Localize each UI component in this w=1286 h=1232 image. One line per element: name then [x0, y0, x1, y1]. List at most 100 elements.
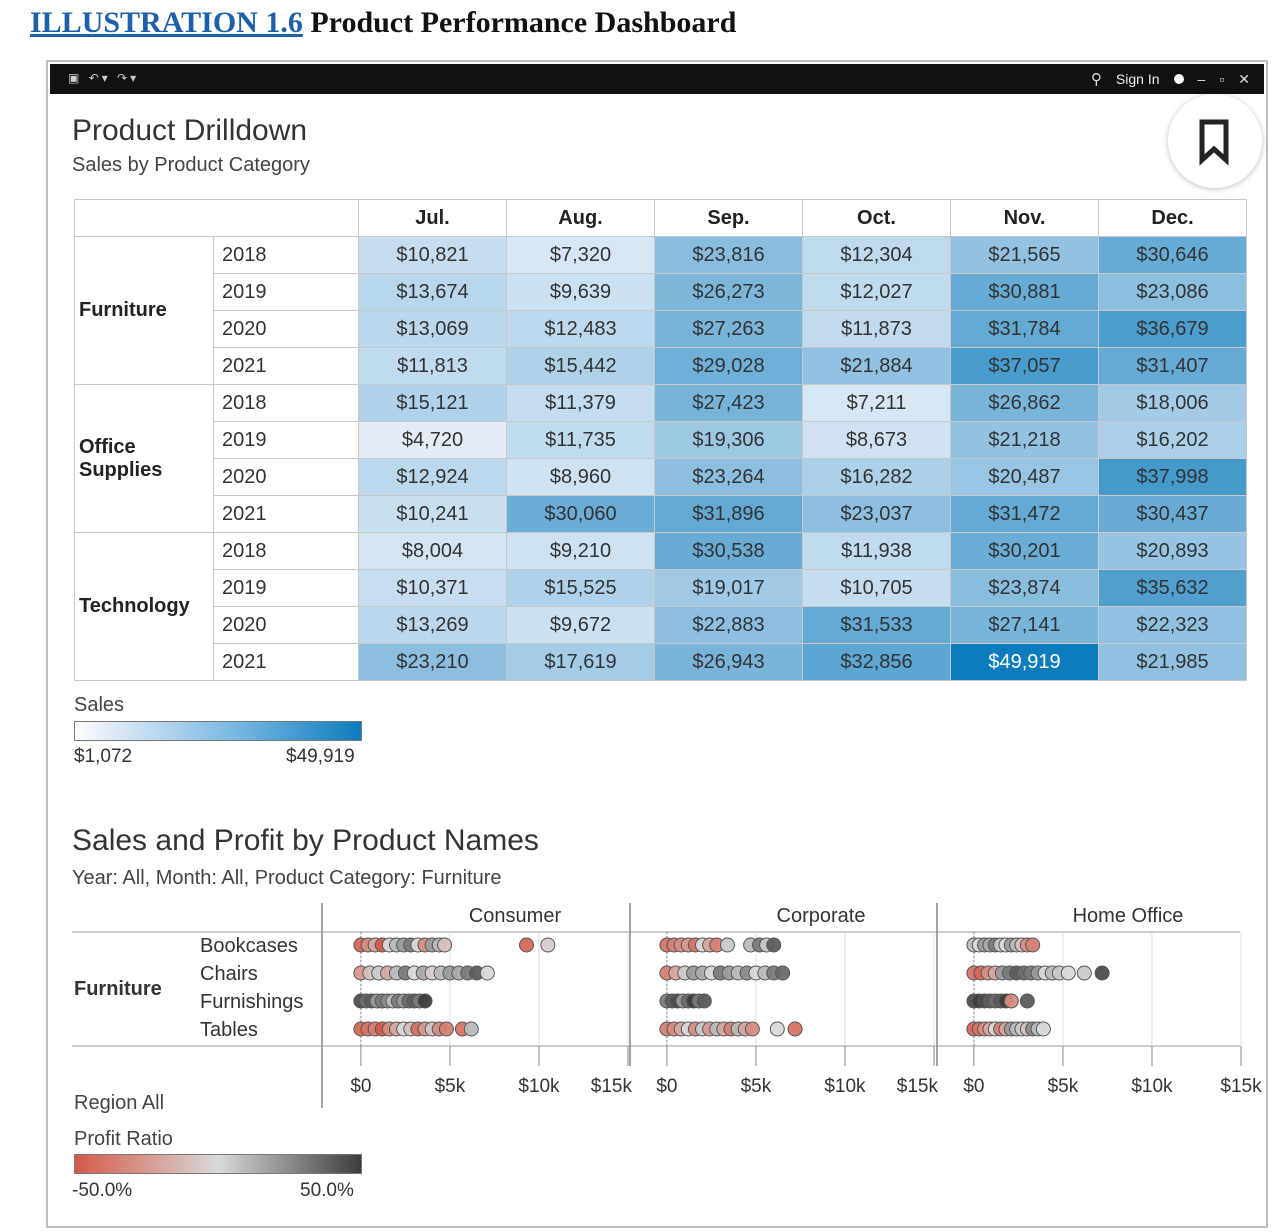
scatter-point[interactable]	[1060, 965, 1076, 981]
scatter-point[interactable]	[787, 1021, 803, 1037]
heatmap-cell[interactable]: $8,673	[802, 421, 951, 459]
heatmap-cell[interactable]: $13,069	[358, 310, 507, 348]
heatmap-cell[interactable]: $23,037	[802, 495, 951, 533]
profit-legend-max: 50.0%	[300, 1180, 354, 1201]
heatmap-cell[interactable]: $16,282	[802, 458, 951, 496]
scatter-point[interactable]	[438, 1021, 454, 1037]
heatmap-cell[interactable]: $30,060	[506, 495, 655, 533]
search-icon[interactable]: ⚲	[1090, 71, 1102, 88]
heatmap-cell[interactable]: $12,027	[802, 273, 951, 311]
heatmap-cell[interactable]: $27,263	[654, 310, 803, 348]
heatmap-cell[interactable]: $11,735	[506, 421, 655, 459]
heatmap-cell[interactable]: $21,985	[1098, 643, 1247, 681]
heatmap-cell[interactable]: $26,862	[950, 384, 1099, 422]
scatter-point[interactable]	[540, 937, 556, 953]
heatmap-cell[interactable]: $23,874	[950, 569, 1099, 607]
heatmap-cell[interactable]: $27,141	[950, 606, 1099, 644]
heatmap-cell[interactable]: $12,483	[506, 310, 655, 348]
heatmap-cell[interactable]: $31,896	[654, 495, 803, 533]
heatmap-cell[interactable]: $29,028	[654, 347, 803, 385]
heatmap-cell[interactable]: $23,264	[654, 458, 803, 496]
heatmap-cell[interactable]: $31,407	[1098, 347, 1247, 385]
heatmap-cell[interactable]: $21,218	[950, 421, 1099, 459]
bookmark-button[interactable]	[1168, 94, 1262, 188]
heatmap-cell[interactable]: $15,442	[506, 347, 655, 385]
month-header[interactable]: Aug.	[506, 199, 655, 237]
scatter-point[interactable]	[719, 937, 735, 953]
scatter-point[interactable]	[417, 993, 433, 1009]
close-button[interactable]: ✕	[1238, 70, 1250, 87]
heatmap-cell[interactable]: $26,273	[654, 273, 803, 311]
heatmap-cell[interactable]: $31,784	[950, 310, 1099, 348]
heatmap-cell[interactable]: $9,210	[506, 532, 655, 570]
heatmap-cell[interactable]: $26,943	[654, 643, 803, 681]
year-label: 2021	[213, 643, 359, 681]
heatmap-cell[interactable]: $15,121	[358, 384, 507, 422]
heatmap-cell[interactable]: $13,269	[358, 606, 507, 644]
redo-icon[interactable]: ↷▾	[117, 71, 140, 85]
heatmap-cell[interactable]: $31,533	[802, 606, 951, 644]
heatmap-cell[interactable]: $23,210	[358, 643, 507, 681]
heatmap-cell[interactable]: $30,437	[1098, 495, 1247, 533]
heatmap-cell[interactable]: $11,938	[802, 532, 951, 570]
scatter-point[interactable]	[1094, 965, 1110, 981]
heatmap-cell[interactable]: $17,619	[506, 643, 655, 681]
scatter-point[interactable]	[1035, 1021, 1051, 1037]
scatter-point[interactable]	[479, 965, 495, 981]
heatmap-cell[interactable]: $19,017	[654, 569, 803, 607]
heatmap-cell[interactable]: $30,201	[950, 532, 1099, 570]
heatmap-cell[interactable]: $16,202	[1098, 421, 1247, 459]
restore-button[interactable]: ▫	[1219, 71, 1225, 87]
heatmap-cell[interactable]: $20,893	[1098, 532, 1247, 570]
scatter-point[interactable]	[463, 1021, 479, 1037]
scatter-point[interactable]	[1003, 993, 1019, 1009]
scatter-point[interactable]	[1076, 965, 1092, 981]
heatmap-cell[interactable]: $7,320	[506, 236, 655, 274]
scatter-point[interactable]	[696, 993, 712, 1009]
heatmap-row: 2019 $10,371 $15,525 $19,017 $10,705 $23,874 $…	[75, 569, 1247, 607]
heatmap-cell[interactable]: $19,306	[654, 421, 803, 459]
heatmap-cell[interactable]: $13,674	[358, 273, 507, 311]
heatmap-cell[interactable]: $35,632	[1098, 569, 1247, 607]
heatmap-cell[interactable]: $20,487	[950, 458, 1099, 496]
minimize-button[interactable]: –	[1197, 71, 1206, 87]
heatmap-cell[interactable]: $37,998	[1098, 458, 1247, 496]
month-header[interactable]: Jul.	[358, 199, 507, 237]
heatmap-cell[interactable]: $10,821	[358, 236, 507, 274]
month-header[interactable]: Sep.	[654, 199, 803, 237]
heatmap-cell[interactable]: $11,379	[506, 384, 655, 422]
scatter-point[interactable]	[766, 937, 782, 953]
heatmap-cell[interactable]: $30,646	[1098, 236, 1247, 274]
save-icon[interactable]: ▣	[68, 71, 83, 85]
scatter-point[interactable]	[437, 937, 453, 953]
heatmap-cell[interactable]: $7,211	[802, 384, 951, 422]
heatmap-cell[interactable]: $23,086	[1098, 273, 1247, 311]
heatmap-cell[interactable]: $23,816	[654, 236, 803, 274]
heatmap-cell[interactable]: $9,672	[506, 606, 655, 644]
heatmap-cell[interactable]: $27,423	[654, 384, 803, 422]
scatter-point[interactable]	[769, 1021, 785, 1037]
sign-in-link[interactable]: Sign In	[1115, 71, 1160, 87]
heatmap-cell[interactable]: $11,813	[358, 347, 507, 385]
heatmap-cell[interactable]: $9,639	[506, 273, 655, 311]
month-header[interactable]: Nov.	[950, 199, 1099, 237]
heatmap-cell[interactable]: $36,679	[1098, 310, 1247, 348]
month-header[interactable]: Oct.	[802, 199, 951, 237]
scatter-point[interactable]	[744, 1021, 760, 1037]
heatmap-cell[interactable]: $30,538	[654, 532, 803, 570]
heatmap-cell[interactable]: $32,856	[802, 643, 951, 681]
undo-icon[interactable]: ↶▾	[88, 71, 111, 85]
scatter-point[interactable]	[519, 937, 535, 953]
heatmap-cell[interactable]: $15,525	[506, 569, 655, 607]
region-filter-label[interactable]: Region All	[74, 1092, 165, 1114]
heatmap-cell[interactable]: $49,919	[950, 643, 1099, 681]
month-header[interactable]: Dec.	[1098, 199, 1247, 237]
heatmap-cell[interactable]: $10,705	[802, 569, 951, 607]
scatter-point[interactable]	[1025, 937, 1041, 953]
heatmap-cell[interactable]: $30,881	[950, 273, 1099, 311]
heatmap-cell[interactable]: $8,004	[358, 532, 507, 570]
scatter-point[interactable]	[775, 965, 791, 981]
scatter-point[interactable]	[1019, 993, 1035, 1009]
heatmap-cell[interactable]: $12,304	[802, 236, 951, 274]
illustration-label[interactable]: ILLUSTRATION 1.6	[30, 6, 303, 39]
